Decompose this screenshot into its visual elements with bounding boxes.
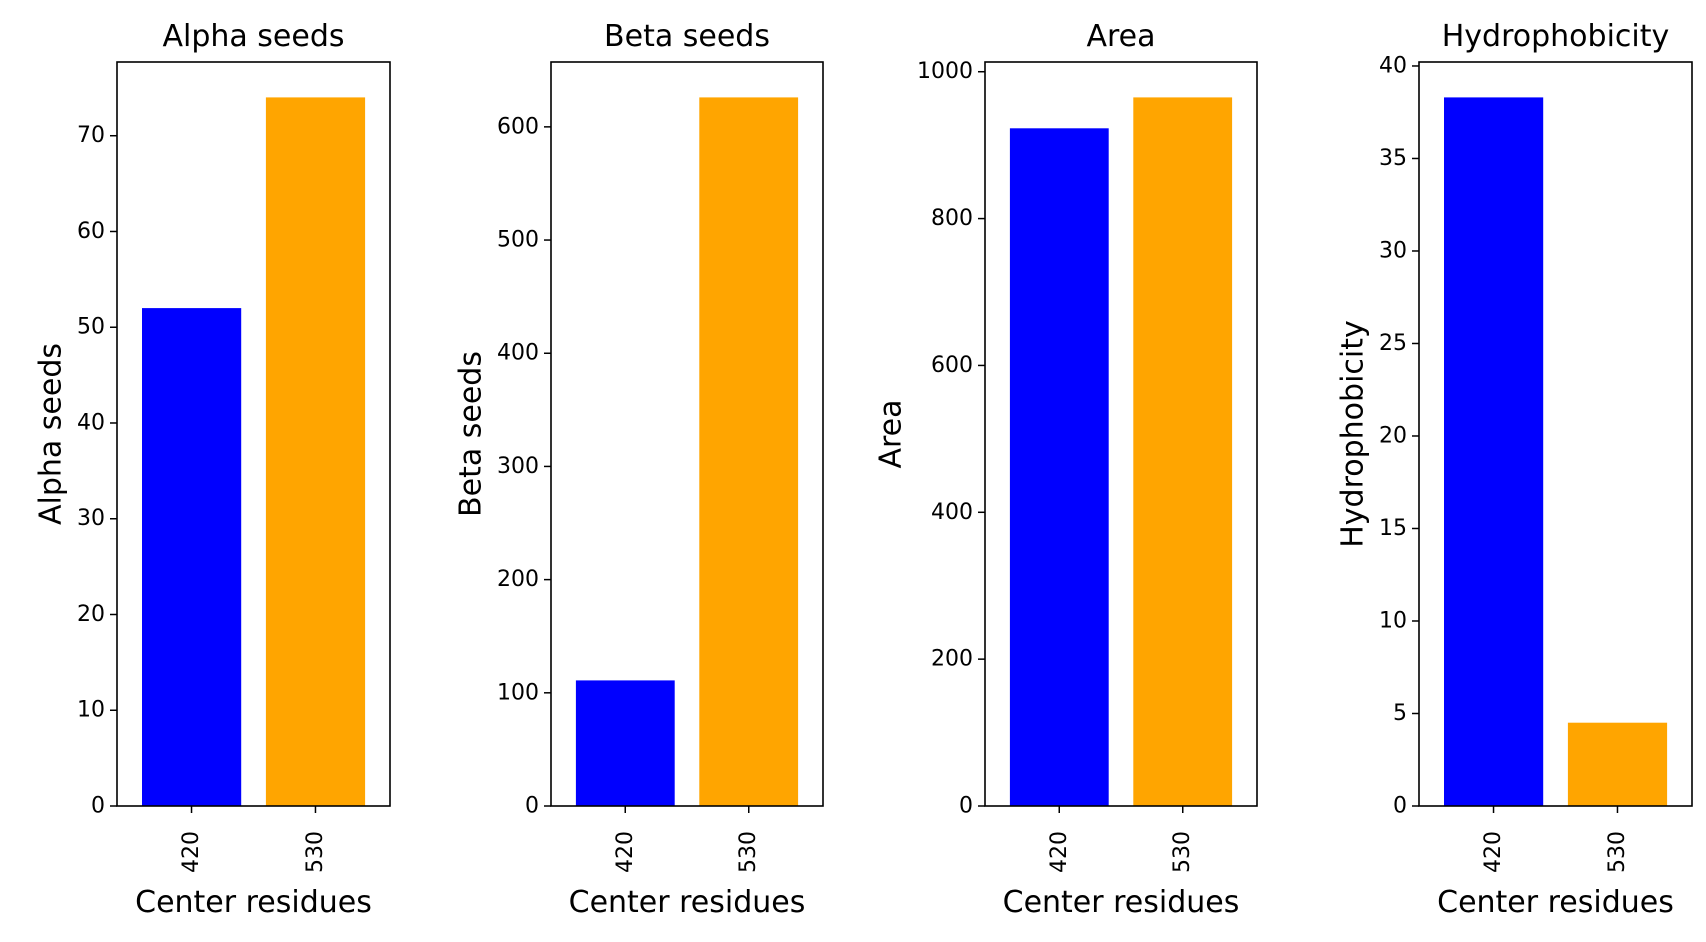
y-axis-label: Alpha seeds xyxy=(34,343,69,525)
y-tick-label: 30 xyxy=(77,506,105,531)
axes-frame xyxy=(984,61,1258,807)
y-tick-label: 200 xyxy=(497,567,539,592)
y-tick-label: 10 xyxy=(77,698,105,723)
axes-frame xyxy=(1418,61,1693,807)
chart-panel-2: 420 530 0 100 200 300 400 500 600 Beta seeds Cente… xyxy=(454,19,824,920)
y-tick-label: 20 xyxy=(77,602,105,627)
chart-panel-1: 420 530 0 10 20 30 40 50 60 70 Alpha seeds Center r… xyxy=(34,19,391,920)
x-tick-label: 420 xyxy=(1481,831,1506,873)
y-tick-label: 500 xyxy=(497,228,539,253)
x-axis-label: Center residues xyxy=(569,885,806,920)
bar-420 xyxy=(142,308,242,806)
y-tick-label: 200 xyxy=(931,647,973,672)
y-tick-label: 0 xyxy=(959,794,973,819)
bar-530 xyxy=(1133,97,1233,806)
chart-panel-4: 420 530 0 5 10 15 20 25 30 35 40 Hydrophobicity Cent… xyxy=(1336,19,1693,920)
y-tick-label: 800 xyxy=(931,206,973,231)
y-axis-label: Hydrophobicity xyxy=(1336,320,1371,548)
y-tick-label: 40 xyxy=(77,410,105,435)
x-tick-label: 420 xyxy=(613,831,638,873)
y-axis-label: Beta seeds xyxy=(454,351,489,517)
axes-frame xyxy=(116,61,391,807)
y-tick-label: 0 xyxy=(525,794,539,819)
axes-frame xyxy=(550,61,824,807)
x-axis-label: Center residues xyxy=(135,885,372,920)
chart-panel-3: 420 530 0 200 400 600 800 1000 Area Center residu… xyxy=(874,19,1258,920)
y-tick-label: 600 xyxy=(931,353,973,378)
y-tick-label: 35 xyxy=(1379,146,1407,171)
bar-530 xyxy=(1567,722,1668,806)
chart-title: Beta seeds xyxy=(604,19,770,54)
y-tick-label: 15 xyxy=(1379,516,1407,541)
bar-420 xyxy=(1444,97,1544,806)
x-tick-label: 420 xyxy=(1047,831,1072,873)
chart-title: Area xyxy=(1086,19,1155,54)
y-tick-label: 30 xyxy=(1379,238,1407,263)
y-tick-label: 50 xyxy=(77,315,105,340)
y-tick-label: 1000 xyxy=(917,59,973,84)
y-tick-label: 400 xyxy=(497,341,539,366)
x-axis-label: Center residues xyxy=(1437,885,1674,920)
x-tick-label: 530 xyxy=(1170,831,1195,873)
y-tick-label: 300 xyxy=(497,454,539,479)
bar-530 xyxy=(265,97,366,806)
bar-420 xyxy=(575,680,675,806)
y-tick-label: 10 xyxy=(1379,608,1407,633)
x-tick-label: 530 xyxy=(1605,831,1630,873)
y-axis-label: Area xyxy=(874,399,909,468)
y-tick-label: 20 xyxy=(1379,423,1407,448)
x-tick-label: 530 xyxy=(736,831,761,873)
bar-420 xyxy=(1009,128,1109,807)
x-tick-label: 420 xyxy=(179,831,204,873)
x-axis-label: Center residues xyxy=(1003,885,1240,920)
y-tick-label: 100 xyxy=(497,680,539,705)
chart-title: Alpha seeds xyxy=(162,19,344,54)
y-tick-label: 0 xyxy=(1393,794,1407,819)
y-tick-label: 40 xyxy=(1379,53,1407,78)
y-tick-label: 0 xyxy=(91,794,105,819)
y-tick-label: 70 xyxy=(77,123,105,148)
y-tick-label: 400 xyxy=(931,500,973,525)
y-tick-label: 25 xyxy=(1379,331,1407,356)
y-tick-label: 5 xyxy=(1393,701,1407,726)
chart-title: Hydrophobicity xyxy=(1442,19,1670,54)
bar-530 xyxy=(699,97,799,806)
x-tick-label: 530 xyxy=(303,831,328,873)
y-tick-label: 600 xyxy=(497,114,539,139)
y-tick-label: 60 xyxy=(77,219,105,244)
